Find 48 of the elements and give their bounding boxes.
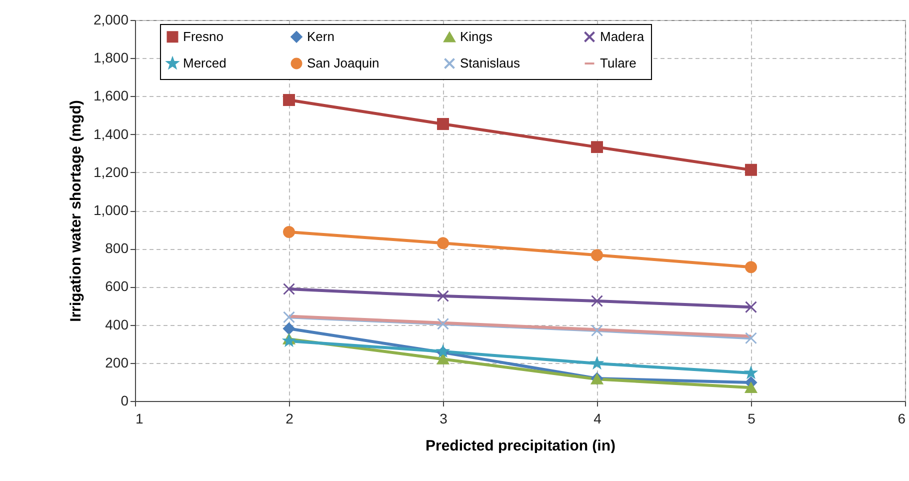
point <box>745 367 757 378</box>
y-tick-label: 600 <box>105 278 129 294</box>
point <box>437 290 449 302</box>
point <box>591 357 603 368</box>
legend-label: Madera <box>600 28 645 44</box>
y-tick-label: 1,600 <box>93 88 129 104</box>
x-tick-label: 4 <box>594 410 602 426</box>
point <box>437 118 449 130</box>
y-tick-label: 2,000 <box>93 12 129 28</box>
legend-label: Fresno <box>183 28 224 44</box>
y-tick-label: 800 <box>105 240 129 256</box>
point <box>283 311 295 324</box>
point <box>591 141 603 154</box>
y-tick-label: 400 <box>105 316 129 332</box>
point <box>591 294 603 307</box>
point <box>437 345 449 356</box>
point <box>745 301 757 314</box>
legend-label: Kern <box>307 28 334 44</box>
legend-label: Tulare <box>600 56 636 70</box>
point <box>283 226 295 238</box>
point <box>591 249 603 262</box>
legend-label: Stanislaus <box>460 56 520 70</box>
y-tick-label: 200 <box>105 354 129 370</box>
legend-label: Merced <box>183 56 226 70</box>
x-tick-label: 6 <box>898 410 906 426</box>
point <box>437 318 449 330</box>
point <box>745 164 757 176</box>
point <box>745 382 757 393</box>
point <box>283 282 295 295</box>
y-tick-label: 1,200 <box>93 164 129 180</box>
y-tick-label: 0 <box>120 392 129 408</box>
y-tick-label: 1,800 <box>93 50 129 66</box>
point <box>591 324 603 337</box>
point <box>745 332 757 344</box>
point <box>745 261 757 274</box>
y-axis-title: Irrigation water shortage (mgd) <box>67 100 84 322</box>
y-tick-label: 1,400 <box>93 126 129 142</box>
legend-label: Kings <box>460 29 494 44</box>
x-tick-label: 5 <box>748 410 756 426</box>
legend-label: San Joaquin <box>307 56 380 70</box>
x-tick-label: 2 <box>286 410 294 426</box>
x-tick-label: 1 <box>136 410 144 426</box>
point <box>437 237 449 250</box>
point <box>437 354 449 364</box>
y-tick-label: 1,000 <box>93 202 129 218</box>
point <box>283 322 295 335</box>
point <box>283 94 295 106</box>
x-tick-label: 3 <box>440 410 448 426</box>
